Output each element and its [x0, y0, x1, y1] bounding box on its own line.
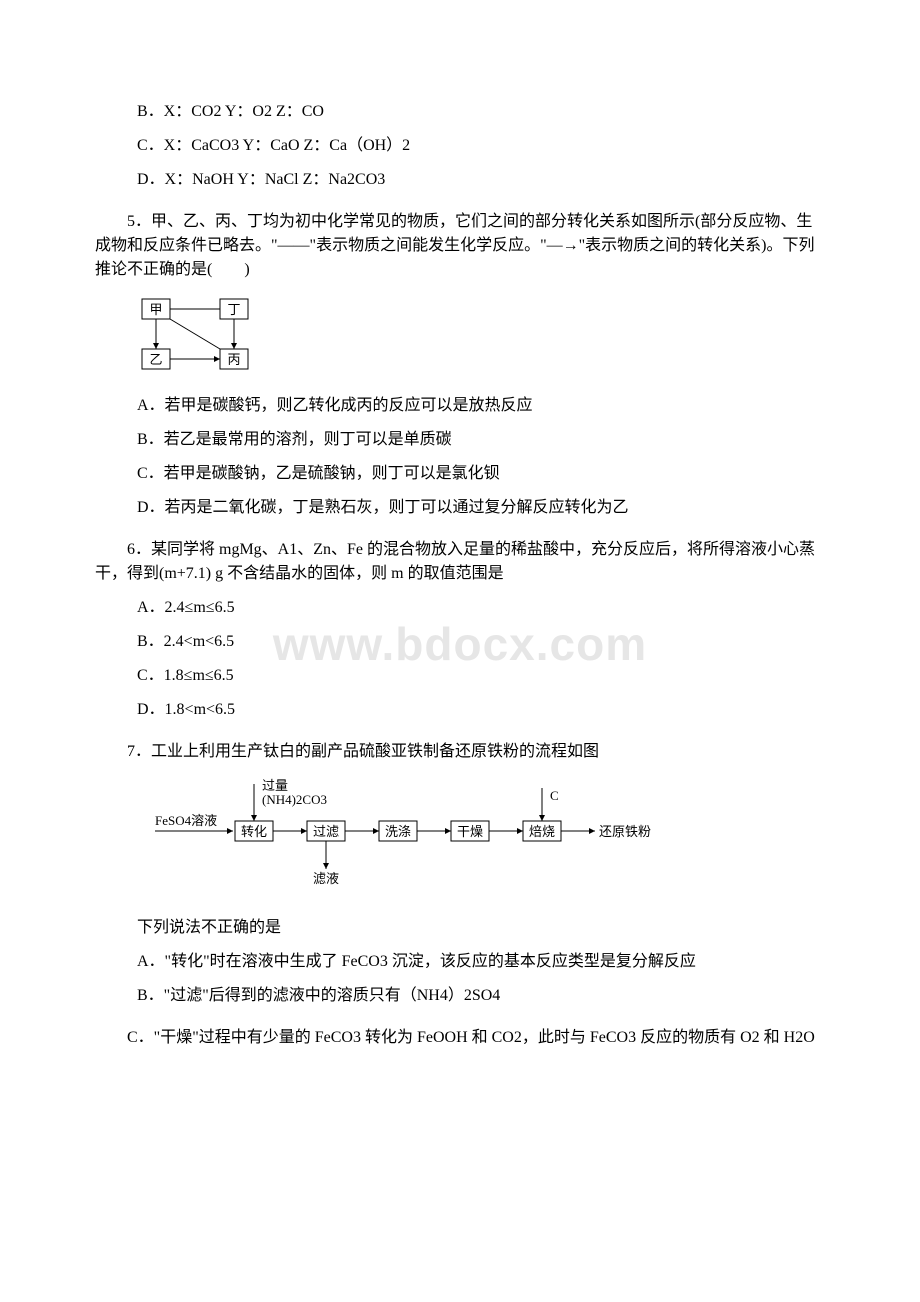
q7-flowchart: FeSO4溶液转化 过滤 洗涤 干燥 焙烧 过量(NH4)2CO3 C 滤液 还原铁粉 [155, 776, 825, 904]
q5-diagram: 甲 丁乙 丙 [137, 294, 825, 382]
svg-text:丁: 丁 [227, 302, 240, 317]
q6-option-b: B．2.4<m<6.5 [137, 630, 825, 654]
svg-text:乙: 乙 [149, 352, 162, 367]
svg-text:过量: 过量 [262, 778, 288, 793]
q5-option-d: D．若丙是二氧化碳，丁是熟石灰，则丁可以通过复分解反应转化为乙 [137, 496, 825, 520]
svg-text:过滤: 过滤 [313, 824, 339, 839]
q7-option-b: B．"过滤"后得到的滤液中的溶质只有（NH4）2SO4 [137, 984, 825, 1008]
q6-option-d: D．1.8<m<6.5 [137, 698, 825, 722]
svg-text:C: C [550, 788, 559, 803]
q5-option-a: A．若甲是碳酸钙，则乙转化成丙的反应可以是放热反应 [137, 394, 825, 418]
q6-stem: 6．某同学将 mgMg、A1、Zn、Fe 的混合物放入足量的稀盐酸中，充分反应后… [95, 538, 825, 586]
q7-option-c: C．"干燥"过程中有少量的 FeCO3 转化为 FeOOH 和 CO2，此时与 … [95, 1026, 825, 1050]
q4-option-c: C．X：CaCO3 Y：CaO Z：Ca（OH）2 [137, 134, 825, 158]
svg-text:甲: 甲 [149, 302, 162, 317]
svg-text:FeSO4溶液: FeSO4溶液 [155, 813, 217, 828]
q5-stem: 5．甲、乙、丙、丁均为初中化学常见的物质，它们之间的部分转化关系如图所示(部分反… [95, 210, 825, 282]
q4-option-d: D．X：NaOH Y：NaCl Z：Na2CO3 [137, 168, 825, 192]
q5-option-c: C．若甲是碳酸钠，乙是硫酸钠，则丁可以是氯化钡 [137, 462, 825, 486]
q6-option-c: C．1.8≤m≤6.5 [137, 664, 825, 688]
q4-option-b: B．X：CO2 Y：O2 Z：CO [137, 100, 825, 124]
q7-subprompt: 下列说法不正确的是 [137, 916, 825, 940]
svg-text:还原铁粉: 还原铁粉 [599, 824, 651, 839]
q7-option-a: A．"转化"时在溶液中生成了 FeCO3 沉淀，该反应的基本反应类型是复分解反应 [137, 950, 825, 974]
svg-text:转化: 转化 [241, 824, 267, 839]
q6-option-a: A．2.4≤m≤6.5 [137, 596, 825, 620]
q7-stem: 7．工业上利用生产钛白的副产品硫酸亚铁制备还原铁粉的流程如图 [95, 740, 825, 764]
svg-text:洗涤: 洗涤 [385, 824, 411, 839]
svg-text:丙: 丙 [227, 352, 240, 367]
svg-text:干燥: 干燥 [457, 824, 483, 839]
svg-text:滤液: 滤液 [313, 871, 339, 886]
svg-text:焙烧: 焙烧 [529, 824, 555, 839]
svg-text:(NH4)2CO3: (NH4)2CO3 [262, 792, 327, 807]
q5-option-b: B．若乙是最常用的溶剂，则丁可以是单质碳 [137, 428, 825, 452]
